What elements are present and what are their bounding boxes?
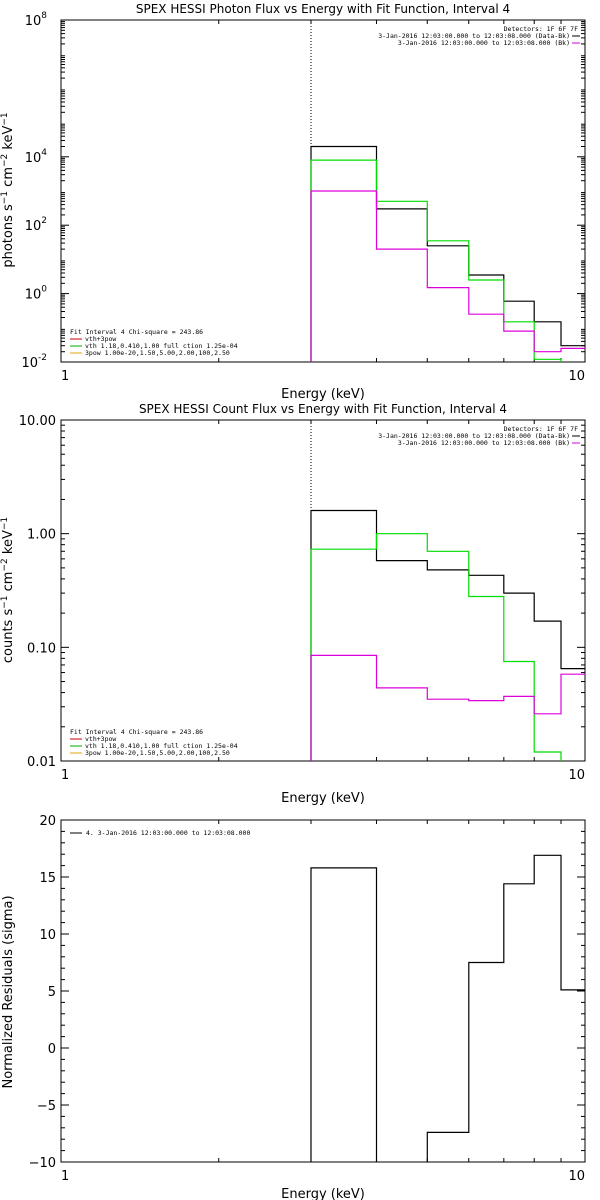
bk-label: 3-Jan-2016 12:03:00.000 to 12:03:08.000 … (398, 39, 570, 47)
pow-params-label: 3pow 1.00e-20,1.50,5.00,2.00,100,2.50 (85, 349, 230, 357)
x-tick-label: 10 (568, 369, 585, 384)
series-line (310, 854, 585, 1162)
x-tick-label: 1 (61, 768, 69, 783)
photon-flux-panel: SPEX HESSI Photon Flux vs Energy with Fi… (0, 2, 586, 402)
y-tick-label: 1.00 (27, 528, 56, 543)
y-tick-label: 100 (25, 285, 48, 303)
series-line (310, 159, 562, 362)
residuals-xlabel: Energy (keV) (281, 1187, 365, 1200)
data-bk-label: 3-Jan-2016 12:03:00.000 to 12:03:08.000 … (378, 32, 570, 40)
series-group (310, 145, 585, 362)
plot-frame (60, 419, 586, 762)
vth-params-label: vth 1.18,0.410,1.00 full ction 1.25e-04 (85, 342, 238, 350)
count-flux-xlabel: Energy (keV) (281, 791, 365, 806)
y-tick-label: −5 (37, 1099, 56, 1114)
count-flux-title: SPEX HESSI Count Flux vs Energy with Fit… (139, 402, 507, 416)
count-flux-panel: SPEX HESSI Count Flux vs Energy with Fit… (0, 402, 586, 806)
series-line (310, 145, 585, 362)
series-line (310, 190, 585, 362)
photon-flux-xlabel: Energy (keV) (281, 387, 365, 402)
y-tick-label: 5 (48, 985, 56, 1000)
fit-model-label: vth+3pow (85, 735, 116, 743)
detectors-label: Detectors: 1F 6F 7F (504, 425, 578, 433)
y-tick-label: −10 (29, 1156, 56, 1171)
x-tick-label: 1 (61, 1169, 69, 1184)
x-tick-label: 10 (568, 1169, 585, 1184)
series-group (310, 854, 585, 1162)
fit-interval-label: Fit Interval 4 Chi-square = 243.86 (70, 328, 203, 336)
y-tick-label: 108 (25, 11, 48, 29)
photon-flux-title: SPEX HESSI Photon Flux vs Energy with Fi… (136, 2, 510, 16)
vth-params-label: vth 1.18,0.410,1.00 full ction 1.25e-04 (85, 742, 238, 750)
plot-frame (60, 819, 586, 1163)
y-tick-label: 20 (39, 814, 56, 829)
plot-frame (60, 19, 586, 363)
y-tick-label: 0 (48, 1042, 56, 1057)
residuals-panel: Energy (keV) Normalized Residuals (sigma… (1, 814, 586, 1200)
fit-interval-label: Fit Interval 4 Chi-square = 243.86 (70, 728, 203, 736)
detectors-label: Detectors: 1F 6F 7F (504, 25, 578, 33)
y-tick-label: 10-2 (21, 353, 47, 371)
x-tick-label: 10 (568, 768, 585, 783)
series-line (310, 509, 585, 761)
y-tick-label: 0.01 (27, 755, 56, 770)
y-tick-label: 15 (39, 871, 56, 886)
fit-model-label: vth+3pow (85, 335, 116, 343)
pow-params-label: 3pow 1.00e-20,1.50,5.00,2.00,100,2.50 (85, 749, 230, 757)
residuals-ylabel: Normalized Residuals (sigma) (1, 895, 16, 1088)
data-bk-label: 3-Jan-2016 12:03:00.000 to 12:03:08.000 … (378, 432, 570, 440)
series-group (310, 509, 585, 761)
residuals-legend-label: 4. 3-Jan-2016 12:03:00.000 to 12:03:08.0… (86, 829, 250, 837)
series-line (310, 654, 585, 761)
y-tick-label: 102 (25, 216, 47, 234)
y-tick-label: 10.00 (19, 414, 56, 429)
count-flux-ylabel: counts s−1 cm−2 keV−1 (0, 517, 16, 663)
y-tick-label: 104 (25, 148, 48, 166)
y-tick-label: 0.10 (27, 641, 56, 656)
bk-label: 3-Jan-2016 12:03:00.000 to 12:03:08.000 … (398, 439, 570, 447)
y-tick-label: 10 (39, 928, 56, 943)
series-line (310, 533, 562, 761)
photon-flux-ylabel: photons s−1 cm−2 keV−1 (0, 112, 16, 267)
x-tick-label: 1 (61, 369, 69, 384)
